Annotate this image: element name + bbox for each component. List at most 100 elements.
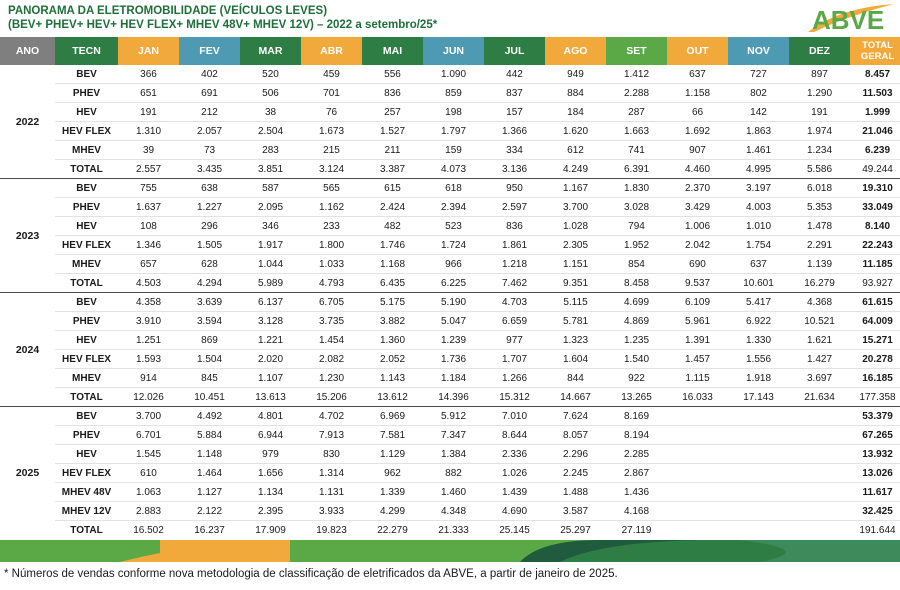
total-geral-cell: 93.927 bbox=[850, 273, 900, 293]
month-value-cell: 4.348 bbox=[423, 501, 484, 521]
month-value-cell: 21.634 bbox=[789, 387, 850, 407]
month-value-cell: 1.861 bbox=[484, 235, 545, 255]
month-value-cell: 1.504 bbox=[179, 349, 240, 369]
table-row: PHEV 3.910 3.594 3.128 3.735 3.882 5.047 6.659 5… bbox=[0, 311, 900, 331]
month-value-cell: 25.145 bbox=[499, 524, 530, 536]
month-value-cell: 27.119 bbox=[621, 524, 652, 536]
month-value-cell: 2.291 bbox=[789, 235, 850, 255]
table-row: PHEV 6.701 5.884 6.944 7.913 7.581 7.347 8.644 8… bbox=[0, 425, 900, 445]
month-value-cell: 1.505 bbox=[179, 235, 240, 255]
month-value-cell: 1.800 bbox=[301, 235, 362, 255]
month-value-cell: 1.167 bbox=[545, 178, 606, 198]
month-value-cell: 3.587 bbox=[545, 501, 606, 521]
technology-label: BEV bbox=[55, 406, 118, 426]
month-value-cell: 1.366 bbox=[484, 121, 545, 141]
month-value-cell: 19.823 bbox=[316, 524, 347, 536]
month-value-cell bbox=[667, 501, 728, 521]
column-header: ABR bbox=[301, 37, 362, 65]
month-value-cell: 1.663 bbox=[606, 121, 667, 141]
month-value-cell: 836 bbox=[362, 83, 423, 103]
month-value-cell: 8.169 bbox=[606, 406, 667, 426]
column-header: TECN bbox=[55, 37, 118, 65]
abve-logo: ABVE bbox=[808, 4, 894, 34]
month-value-cell: 637 bbox=[728, 254, 789, 274]
month-value-cell: 1.863 bbox=[728, 121, 789, 141]
month-value-cell: 2.597 bbox=[484, 197, 545, 217]
month-value-cell: 1.457 bbox=[667, 349, 728, 369]
year-cell: 2025 bbox=[15, 467, 40, 479]
month-value-cell: 1.464 bbox=[179, 463, 240, 483]
month-value-cell: 7.010 bbox=[484, 406, 545, 426]
month-value-cell: 1.290 bbox=[789, 83, 850, 103]
month-value-cell: 1.384 bbox=[423, 444, 484, 464]
month-value-cell: 2.305 bbox=[545, 235, 606, 255]
month-value-cell: 1.545 bbox=[118, 444, 179, 464]
month-value-cell: 741 bbox=[606, 140, 667, 160]
technology-label: TOTAL bbox=[55, 273, 118, 293]
month-value-cell: 21.333 bbox=[438, 524, 469, 536]
month-value-cell: 690 bbox=[667, 254, 728, 274]
month-value-cell: 10.601 bbox=[728, 273, 789, 293]
total-geral-cell: 49.244 bbox=[850, 159, 900, 179]
month-value-cell: 2.395 bbox=[240, 501, 301, 521]
month-value-cell: 6.435 bbox=[362, 273, 423, 293]
month-value-cell: 907 bbox=[667, 140, 728, 160]
month-value-cell: 1.540 bbox=[606, 349, 667, 369]
month-value-cell bbox=[728, 444, 789, 464]
month-value-cell: 4.995 bbox=[728, 159, 789, 179]
month-value-cell: 1.323 bbox=[545, 330, 606, 350]
page-title: PANORAMA DA ELETROMOBILIDADE (VEÍCULOS L… bbox=[8, 5, 328, 17]
month-value-cell: 1.235 bbox=[606, 330, 667, 350]
month-value-cell: 283 bbox=[240, 140, 301, 160]
total-geral-cell: 191.644 bbox=[859, 524, 896, 536]
month-value-cell: 6.225 bbox=[423, 273, 484, 293]
month-value-cell: 1.230 bbox=[301, 368, 362, 388]
month-value-cell: 6.969 bbox=[362, 406, 423, 426]
month-value-cell: 9.537 bbox=[667, 273, 728, 293]
month-value-cell: 587 bbox=[240, 178, 301, 198]
month-value-cell: 7.624 bbox=[545, 406, 606, 426]
month-value-cell: 914 bbox=[118, 368, 179, 388]
month-value-cell: 108 bbox=[118, 216, 179, 236]
month-value-cell: 897 bbox=[789, 65, 850, 84]
month-value-cell: 1.620 bbox=[545, 121, 606, 141]
month-value-cell: 2.370 bbox=[667, 178, 728, 198]
technology-label: HEV bbox=[55, 102, 118, 122]
month-value-cell: 612 bbox=[545, 140, 606, 160]
column-header: JAN bbox=[118, 37, 179, 65]
technology-label: HEV FLEX bbox=[55, 463, 118, 483]
month-value-cell bbox=[667, 406, 728, 426]
technology-label: TOTAL bbox=[70, 524, 103, 536]
month-value-cell bbox=[728, 425, 789, 445]
month-value-cell: 638 bbox=[179, 178, 240, 198]
month-value-cell: 691 bbox=[179, 83, 240, 103]
month-value-cell bbox=[789, 501, 850, 521]
month-value-cell: 802 bbox=[728, 83, 789, 103]
month-value-cell: 4.869 bbox=[606, 311, 667, 331]
month-value-cell: 1.830 bbox=[606, 178, 667, 198]
month-value-cell: 3.882 bbox=[362, 311, 423, 331]
column-header: NOV bbox=[728, 37, 789, 65]
month-value-cell: 2.095 bbox=[240, 197, 301, 217]
table-row: HEV 1.251 869 1.221 1.454 1.360 1.239 977 1.323 1… bbox=[0, 330, 900, 350]
technology-label: BEV bbox=[55, 178, 118, 198]
month-value-cell bbox=[667, 521, 728, 540]
total-geral-cell: 21.046 bbox=[850, 121, 900, 141]
month-value-cell: 1.184 bbox=[423, 368, 484, 388]
month-value-cell: 15.312 bbox=[484, 387, 545, 407]
month-value-cell: 2.285 bbox=[606, 444, 667, 464]
month-value-cell: 1.033 bbox=[301, 254, 362, 274]
table-row: TOTAL 16.502 16.237 17.909 19.823 22.279 21.33… bbox=[0, 521, 900, 540]
total-geral-cell: 11.503 bbox=[850, 83, 900, 103]
month-value-cell: 854 bbox=[606, 254, 667, 274]
month-value-cell: 830 bbox=[301, 444, 362, 464]
total-geral-cell: 67.265 bbox=[850, 425, 900, 445]
month-value-cell: 38 bbox=[240, 102, 301, 122]
month-value-cell: 979 bbox=[240, 444, 301, 464]
total-geral-cell: 20.278 bbox=[850, 349, 900, 369]
month-value-cell: 3.128 bbox=[240, 311, 301, 331]
column-header: TOTAL GERAL bbox=[850, 37, 900, 65]
month-value-cell: 8.194 bbox=[606, 425, 667, 445]
column-header: MAR bbox=[240, 37, 301, 65]
month-value-cell: 1.454 bbox=[301, 330, 362, 350]
